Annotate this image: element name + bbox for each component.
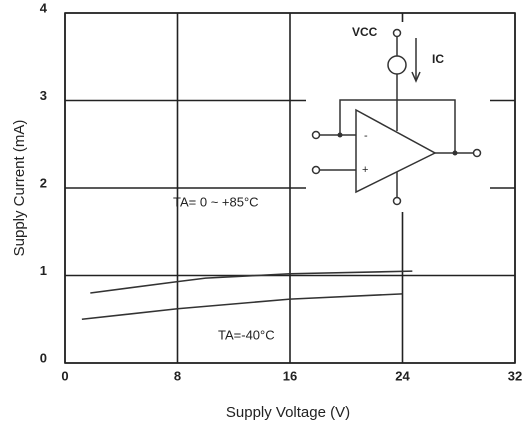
data-line (81, 293, 403, 321)
plot-frame (64, 12, 516, 364)
data-line (90, 270, 413, 294)
terminal (311, 165, 321, 175)
terminal (392, 196, 402, 206)
series-annotation: TA=-40°C (218, 327, 275, 342)
ic-label: IC (432, 52, 444, 66)
inset-background (306, 22, 490, 212)
y-tick-label: 4 (40, 0, 48, 15)
minus-label: - (364, 130, 368, 142)
y-tick-label: 1 (40, 263, 47, 278)
x-tick-label: 0 (61, 368, 68, 383)
plus-label: + (362, 164, 368, 176)
terminal (311, 130, 321, 140)
feedback-wire (339, 99, 456, 153)
x-tick-label: 16 (283, 368, 297, 383)
y-tick-label: 2 (40, 175, 47, 190)
circuit-inset: - + VCC IC (306, 22, 490, 212)
node (337, 132, 343, 138)
x-tick-label: 24 (395, 368, 410, 383)
terminal (392, 28, 402, 38)
op-amp (355, 108, 437, 194)
y-tick-label: 3 (40, 88, 47, 103)
vcc-label: VCC (352, 25, 378, 39)
y-axis-title: Supply Current (mA) (11, 120, 28, 257)
x-tick-label: 8 (174, 368, 181, 383)
x-axis-title: Supply Voltage (V) (226, 404, 350, 421)
terminal (472, 148, 482, 158)
y-tick-label: 0 (40, 350, 47, 365)
x-tick-label: 32 (508, 368, 522, 383)
arrow-head (411, 71, 421, 83)
series-annotation: TA= 0 ~ +85°C (173, 194, 259, 209)
